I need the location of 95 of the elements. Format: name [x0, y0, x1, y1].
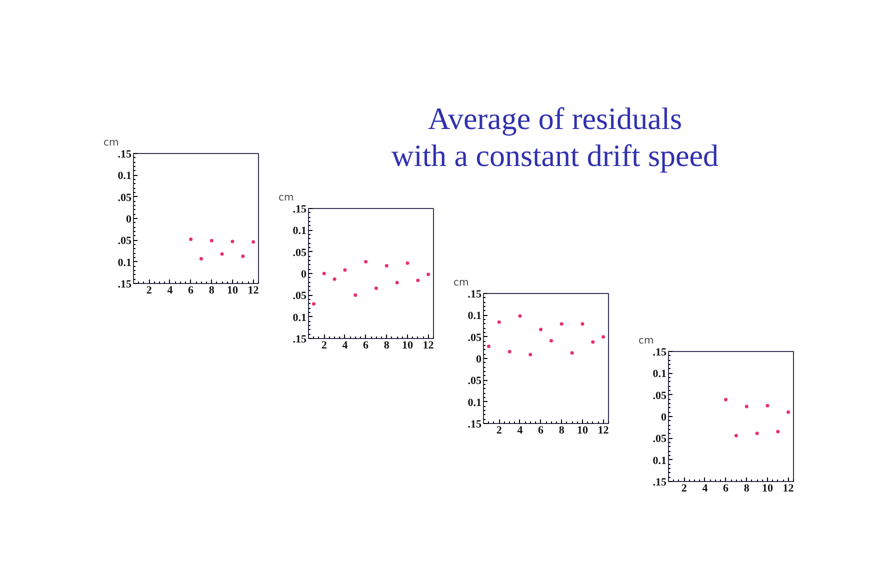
y-tick-label: 0.1 — [118, 170, 132, 182]
x-tick-label: 2 — [321, 340, 328, 352]
point — [364, 260, 368, 264]
chart-title: Average of residuals with a constant drift speed — [390, 100, 720, 174]
point — [230, 240, 234, 244]
y-tick-label: 0 — [476, 354, 482, 366]
point — [199, 257, 203, 261]
y-tick-label: .05 — [292, 290, 307, 302]
y-tick-label: 0.1 — [468, 396, 482, 409]
x-tick-label: 10 — [576, 424, 588, 436]
x-tick-label: 6 — [188, 284, 194, 296]
point — [724, 398, 728, 402]
point — [591, 340, 595, 344]
point — [210, 238, 214, 242]
x-tick-label: 8 — [384, 340, 390, 352]
x-tick-label: 12 — [248, 284, 260, 296]
y-tick-label: 0.1 — [652, 368, 666, 380]
x-tick-label: 2 — [681, 482, 688, 494]
x-tick-label: 10 — [762, 482, 774, 494]
point — [602, 335, 606, 339]
point — [518, 314, 522, 318]
x-tick-label: 4 — [517, 424, 524, 436]
x-tick-label: 10 — [226, 284, 238, 296]
point — [539, 328, 543, 332]
y-axis-title: cm — [278, 192, 294, 204]
y-tick-label: .15 — [468, 288, 482, 300]
x-tick-label: 12 — [422, 340, 434, 352]
y-tick-label: .05 — [652, 390, 667, 402]
x-tick-label: 6 — [723, 482, 730, 494]
y-tick-label: 0.1 — [652, 454, 666, 467]
point — [406, 261, 410, 265]
x-tick-label: 2 — [496, 424, 502, 436]
point — [322, 272, 326, 276]
point — [395, 280, 399, 284]
y-tick-label: 0.1 — [468, 310, 482, 322]
y-tick-label: .05 — [468, 375, 482, 388]
y-tick-label: .05 — [118, 235, 132, 248]
point — [384, 264, 388, 268]
y-tick-label: .05 — [468, 332, 482, 344]
y-tick-label: .05 — [118, 192, 132, 204]
point — [776, 430, 780, 434]
x-tick-label: 8 — [744, 482, 750, 494]
point — [497, 320, 501, 324]
y-tick-label: 0.1 — [292, 225, 306, 238]
x-tick-label: 4 — [342, 340, 348, 352]
y-tick-label: .15 — [468, 418, 482, 430]
point — [570, 351, 574, 355]
y-tick-label: .15 — [652, 346, 667, 358]
point — [786, 410, 790, 414]
y-tick-label: .15 — [118, 148, 132, 160]
point — [189, 238, 193, 242]
point — [755, 432, 759, 436]
y-tick-label: .15 — [292, 204, 307, 216]
point — [734, 434, 738, 438]
y-tick-label: 0.1 — [118, 256, 132, 269]
y-tick-label: 0.1 — [292, 312, 306, 324]
x-tick-label: 4 — [167, 284, 174, 296]
y-tick-label: 0 — [126, 214, 132, 226]
x-tick-label: 12 — [782, 482, 794, 494]
y-tick-label: 0 — [301, 268, 307, 280]
x-tick-label: 8 — [208, 284, 215, 296]
point — [332, 277, 336, 281]
point — [426, 272, 430, 276]
point — [560, 322, 564, 326]
y-axis-title: cm — [454, 278, 469, 288]
y-axis-title: cm — [638, 336, 654, 346]
y-axis-title: cm — [104, 138, 119, 148]
point — [241, 254, 245, 258]
point — [766, 404, 770, 408]
x-tick-label: 8 — [558, 424, 565, 436]
point — [508, 350, 512, 354]
x-tick-label: 4 — [702, 482, 708, 494]
y-tick-label: 0 — [661, 412, 667, 424]
y-tick-label: .15 — [292, 334, 307, 346]
point — [374, 286, 378, 290]
y-tick-label: .05 — [292, 246, 307, 259]
point — [580, 322, 584, 326]
x-tick-label: 12 — [598, 424, 610, 436]
point — [528, 352, 532, 356]
point — [416, 278, 420, 282]
y-tick-label: .15 — [118, 278, 132, 290]
x-tick-label: 6 — [538, 424, 544, 436]
point — [252, 240, 256, 244]
point — [312, 302, 316, 306]
point — [354, 293, 358, 297]
point — [220, 252, 224, 256]
point — [486, 344, 490, 348]
point — [744, 404, 748, 408]
x-tick-label: 6 — [363, 340, 370, 352]
y-tick-label: .05 — [652, 433, 667, 446]
x-tick-label: 10 — [402, 340, 414, 352]
x-tick-label: 2 — [146, 284, 152, 296]
y-tick-label: .15 — [652, 476, 667, 488]
point — [549, 338, 553, 342]
point — [343, 268, 347, 272]
